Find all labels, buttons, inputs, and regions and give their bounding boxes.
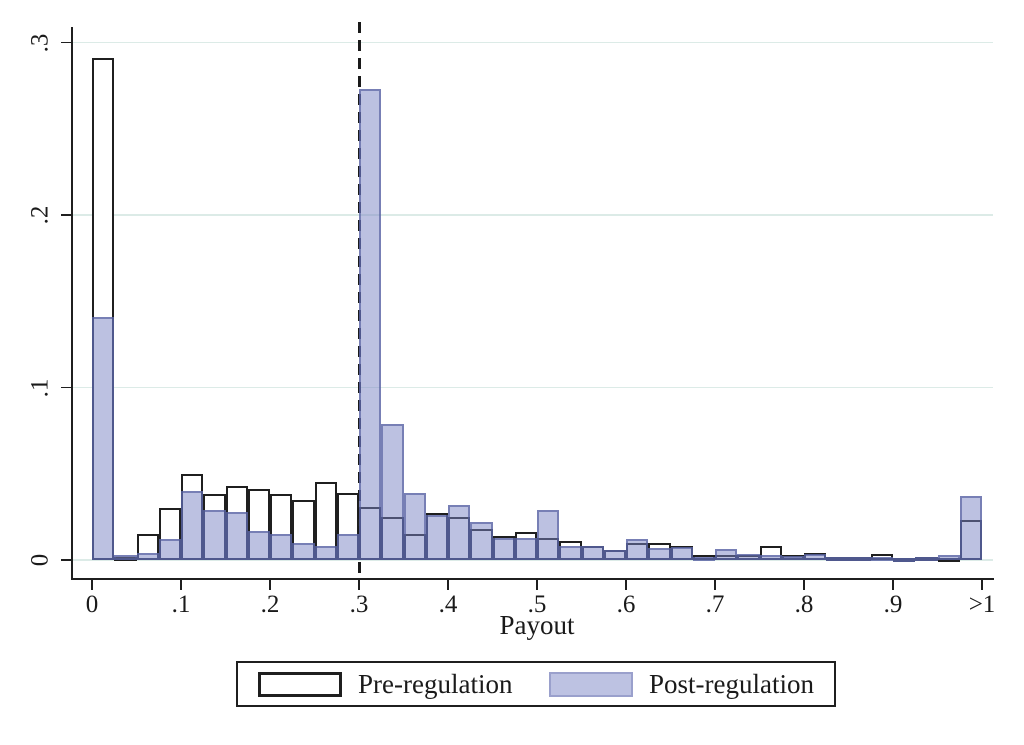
post-regulation-bar bbox=[870, 556, 893, 561]
post-regulation-bar bbox=[915, 557, 938, 562]
post-regulation-bar bbox=[336, 534, 359, 560]
y-gridline bbox=[73, 214, 993, 216]
post-regulation-bar bbox=[715, 548, 738, 560]
post-regulation-bar bbox=[826, 556, 849, 561]
x-tick bbox=[269, 579, 271, 590]
y-tick-label: .1 bbox=[26, 378, 54, 397]
x-tick bbox=[625, 579, 627, 590]
post-regulation-bar bbox=[603, 549, 626, 560]
post-regulation-bar bbox=[292, 542, 315, 560]
post-regulation-bar bbox=[225, 511, 248, 560]
x-tick bbox=[447, 579, 449, 590]
x-tick bbox=[714, 579, 716, 590]
post-regulation-bar bbox=[403, 492, 426, 560]
y-tick bbox=[61, 559, 71, 561]
post-regulation-bar bbox=[448, 504, 471, 560]
x-axis-title: Payout bbox=[499, 610, 575, 640]
x-tick-label: .2 bbox=[260, 591, 280, 618]
post-regulation-swatch bbox=[549, 671, 634, 697]
x-tick bbox=[536, 579, 538, 590]
x-tick bbox=[892, 579, 894, 590]
post-regulation-bar bbox=[114, 554, 137, 560]
y-tick-label: .3 bbox=[26, 33, 54, 52]
post-regulation-bar bbox=[136, 553, 159, 560]
post-regulation-bar bbox=[381, 423, 404, 560]
x-tick bbox=[803, 579, 805, 590]
post-regulation-bar bbox=[804, 553, 827, 560]
y-gridline bbox=[73, 386, 993, 389]
post-regulation-bar bbox=[492, 537, 515, 560]
pre-regulation-label: Pre-regulation bbox=[358, 668, 513, 699]
post-regulation-bar bbox=[959, 496, 982, 560]
post-regulation-bar bbox=[759, 554, 782, 560]
post-regulation-bar bbox=[537, 509, 560, 560]
x-tick bbox=[91, 579, 93, 590]
y-axis-line bbox=[71, 27, 73, 579]
post-regulation-bar bbox=[181, 491, 204, 560]
x-tick-label: .4 bbox=[438, 591, 458, 618]
x-tick-label: .8 bbox=[794, 591, 814, 618]
post-regulation-bar bbox=[514, 537, 537, 560]
post-regulation-bar bbox=[158, 539, 181, 560]
x-tick bbox=[358, 579, 360, 590]
post-regulation-bar bbox=[648, 547, 671, 560]
post-regulation-bar bbox=[359, 89, 382, 560]
post-regulation-bar bbox=[848, 557, 871, 562]
post-regulation-bar bbox=[270, 534, 293, 560]
legend-entry-post-regulation: Post-regulation bbox=[549, 668, 814, 699]
post-regulation-label: Post-regulation bbox=[649, 668, 814, 699]
x-tick-label: .6 bbox=[616, 591, 636, 618]
post-regulation-bar bbox=[92, 316, 115, 560]
x-tick bbox=[981, 579, 983, 590]
post-regulation-bar bbox=[781, 555, 804, 560]
post-regulation-bar bbox=[581, 546, 604, 560]
x-tick-label: .7 bbox=[705, 591, 725, 618]
y-tick bbox=[61, 386, 71, 389]
y-tick-label: 0 bbox=[26, 553, 54, 567]
post-regulation-bar bbox=[314, 546, 337, 560]
legend: Pre-regulation Post-regulation bbox=[236, 661, 836, 707]
post-regulation-bar bbox=[692, 556, 715, 561]
post-regulation-bar bbox=[470, 522, 493, 560]
post-regulation-bar bbox=[737, 553, 760, 560]
post-regulation-bar bbox=[670, 547, 693, 560]
x-tick-label: .3 bbox=[349, 591, 369, 618]
post-regulation-bar bbox=[937, 554, 960, 560]
y-gridline bbox=[73, 559, 993, 561]
post-regulation-bar bbox=[203, 509, 226, 560]
post-regulation-bar bbox=[893, 557, 916, 562]
y-tick-label: .2 bbox=[26, 205, 54, 225]
x-tick-label: .9 bbox=[883, 591, 903, 618]
x-tick bbox=[180, 579, 182, 590]
legend-entry-pre-regulation: Pre-regulation bbox=[258, 668, 513, 699]
post-regulation-bar bbox=[425, 515, 448, 560]
post-regulation-bar bbox=[626, 539, 649, 560]
pre-regulation-swatch bbox=[258, 671, 342, 697]
x-tick-label: >1 bbox=[968, 591, 996, 618]
x-tick-label: 0 bbox=[85, 591, 99, 618]
y-tick bbox=[61, 41, 71, 44]
post-regulation-bar bbox=[247, 530, 270, 560]
y-gridline bbox=[73, 41, 993, 44]
post-regulation-bar bbox=[559, 546, 582, 560]
x-tick-label: .1 bbox=[171, 591, 191, 618]
y-tick bbox=[61, 214, 71, 216]
x-tick-label: .5 bbox=[527, 591, 547, 618]
x-axis-line bbox=[71, 578, 994, 580]
